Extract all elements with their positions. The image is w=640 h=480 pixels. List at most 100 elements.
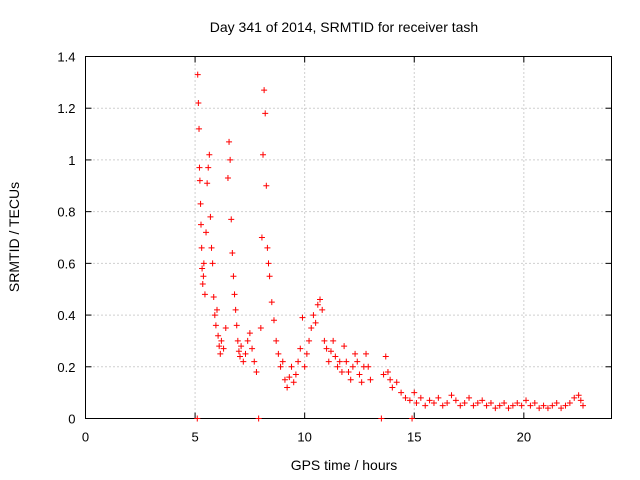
- data-point: [540, 402, 547, 409]
- data-point: [277, 363, 284, 370]
- data-point: [562, 402, 569, 409]
- data-point: [226, 138, 233, 145]
- data-point: [199, 281, 206, 288]
- data-point: [474, 399, 481, 406]
- data-point: [338, 368, 345, 375]
- data-point: [232, 306, 239, 313]
- data-point: [257, 325, 264, 331]
- data-point: [439, 402, 446, 409]
- data-point: [299, 314, 306, 321]
- data-point: [273, 337, 280, 344]
- data-point: [297, 345, 304, 352]
- data-point: [367, 376, 374, 383]
- data-point: [306, 337, 313, 344]
- data-point: [558, 405, 565, 412]
- data-point: [200, 260, 207, 267]
- data-point: [310, 312, 317, 319]
- x-tick-label: 15: [407, 430, 421, 445]
- data-point: [393, 379, 400, 386]
- data-point: [514, 399, 521, 406]
- y-tick-label: 0: [68, 412, 75, 427]
- data-point: [220, 345, 227, 352]
- data-point: [237, 353, 244, 360]
- data-point: [354, 358, 361, 365]
- data-point: [290, 379, 297, 386]
- data-point: [411, 389, 418, 396]
- data-point: [201, 291, 208, 298]
- data-point: [466, 394, 473, 401]
- y-tick-label: 0.2: [57, 360, 75, 375]
- x-tick-label: 20: [517, 430, 531, 445]
- data-point: [325, 358, 332, 365]
- data-point: [308, 325, 315, 331]
- data-point: [448, 392, 455, 399]
- data-point: [205, 164, 212, 171]
- data-point: [196, 125, 203, 132]
- data-point: [327, 348, 334, 355]
- data-point: [206, 151, 213, 158]
- data-point: [580, 402, 587, 409]
- data-point: [363, 350, 370, 357]
- data-point: [527, 402, 534, 409]
- data-point: [571, 394, 578, 401]
- data-point: [209, 260, 216, 267]
- data-point: [242, 350, 249, 357]
- data-point: [365, 363, 372, 370]
- data-point: [509, 402, 516, 409]
- data-point: [270, 317, 277, 324]
- data-point: [196, 164, 203, 171]
- y-tick-label: 0.6: [57, 256, 75, 271]
- data-point: [536, 405, 543, 412]
- data-point: [492, 405, 499, 412]
- data-point: [288, 363, 295, 370]
- data-point: [505, 405, 512, 412]
- data-point: [380, 371, 387, 378]
- data-point: [303, 350, 310, 357]
- data-point: [218, 337, 225, 344]
- chart-title: Day 341 of 2014, SRMTID for receiver tas…: [210, 19, 478, 35]
- data-point: [566, 399, 573, 406]
- data-point: [210, 293, 217, 300]
- data-point: [230, 273, 237, 280]
- y-tick-label: 1.4: [57, 50, 75, 65]
- x-tick-label: 10: [297, 430, 311, 445]
- data-point: [452, 397, 459, 404]
- data-point: [203, 229, 210, 236]
- data-point: [501, 399, 508, 406]
- data-point: [341, 343, 348, 350]
- data-point: [435, 394, 442, 401]
- data-point: [295, 358, 302, 365]
- data-point: [258, 234, 265, 241]
- grid: [85, 56, 612, 419]
- data-point: [479, 397, 486, 404]
- data-point: [253, 368, 260, 375]
- data-point: [261, 87, 268, 94]
- y-tick-label: 0.4: [57, 308, 75, 323]
- data-point: [544, 405, 551, 412]
- data-points: [194, 71, 587, 422]
- data-point: [215, 332, 222, 339]
- data-point: [523, 397, 530, 404]
- data-point: [224, 175, 231, 182]
- data-point: [262, 110, 269, 117]
- data-point: [330, 337, 337, 344]
- data-point: [317, 296, 324, 303]
- data-point: [347, 376, 354, 383]
- data-point: [356, 371, 363, 378]
- data-point: [240, 358, 247, 365]
- data-point: [409, 415, 416, 422]
- data-point: [332, 353, 339, 360]
- data-point: [398, 389, 405, 396]
- data-point: [417, 394, 424, 401]
- data-point: [204, 180, 211, 187]
- data-point: [312, 319, 319, 326]
- y-tick-label: 0.8: [57, 205, 75, 220]
- data-point: [577, 397, 584, 404]
- data-point: [553, 399, 560, 406]
- data-point: [457, 402, 464, 409]
- data-point: [352, 350, 359, 357]
- data-point: [402, 394, 409, 401]
- data-point: [266, 273, 273, 280]
- data-point: [444, 399, 451, 406]
